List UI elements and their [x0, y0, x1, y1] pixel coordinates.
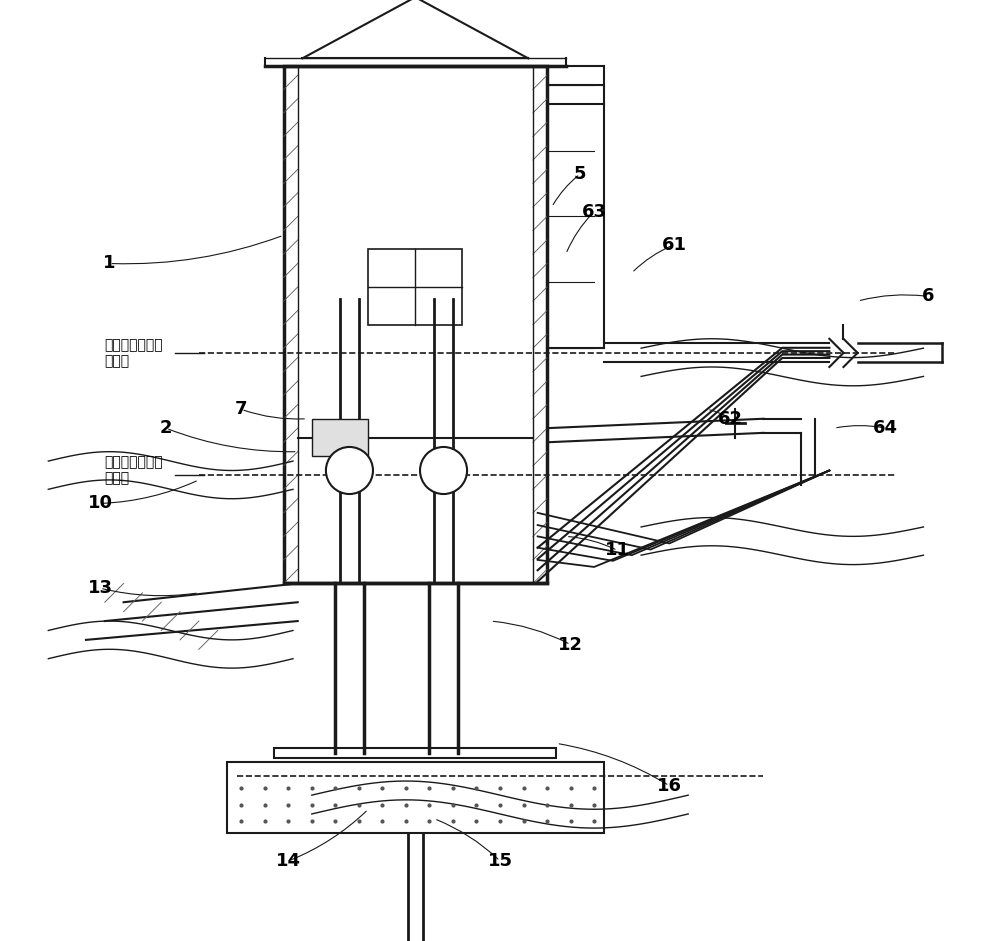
Text: 11: 11	[605, 541, 630, 560]
Text: 7: 7	[235, 400, 247, 419]
Text: 5: 5	[574, 165, 586, 183]
Text: 河道枯水期最低
水位线: 河道枯水期最低 水位线	[105, 455, 163, 486]
Text: 13: 13	[88, 579, 113, 598]
Text: 6: 6	[922, 287, 934, 306]
Circle shape	[326, 447, 373, 494]
Bar	[274, 748, 556, 758]
Text: 河道丰水期最高
水位线: 河道丰水期最高 水位线	[105, 338, 163, 368]
Text: 12: 12	[558, 635, 583, 654]
Text: 62: 62	[718, 409, 743, 428]
Text: 14: 14	[276, 852, 301, 870]
Bar	[312, 419, 368, 456]
Text: 10: 10	[88, 494, 113, 513]
Text: 1: 1	[103, 254, 116, 273]
Bar	[284, 66, 547, 583]
Text: 15: 15	[487, 852, 512, 870]
Text: 16: 16	[657, 776, 682, 795]
Bar	[368, 249, 462, 325]
Text: 2: 2	[160, 419, 172, 438]
Bar	[227, 762, 604, 833]
Circle shape	[420, 447, 467, 494]
Text: 63: 63	[582, 202, 607, 221]
Text: 64: 64	[873, 419, 898, 438]
Text: 61: 61	[662, 235, 687, 254]
